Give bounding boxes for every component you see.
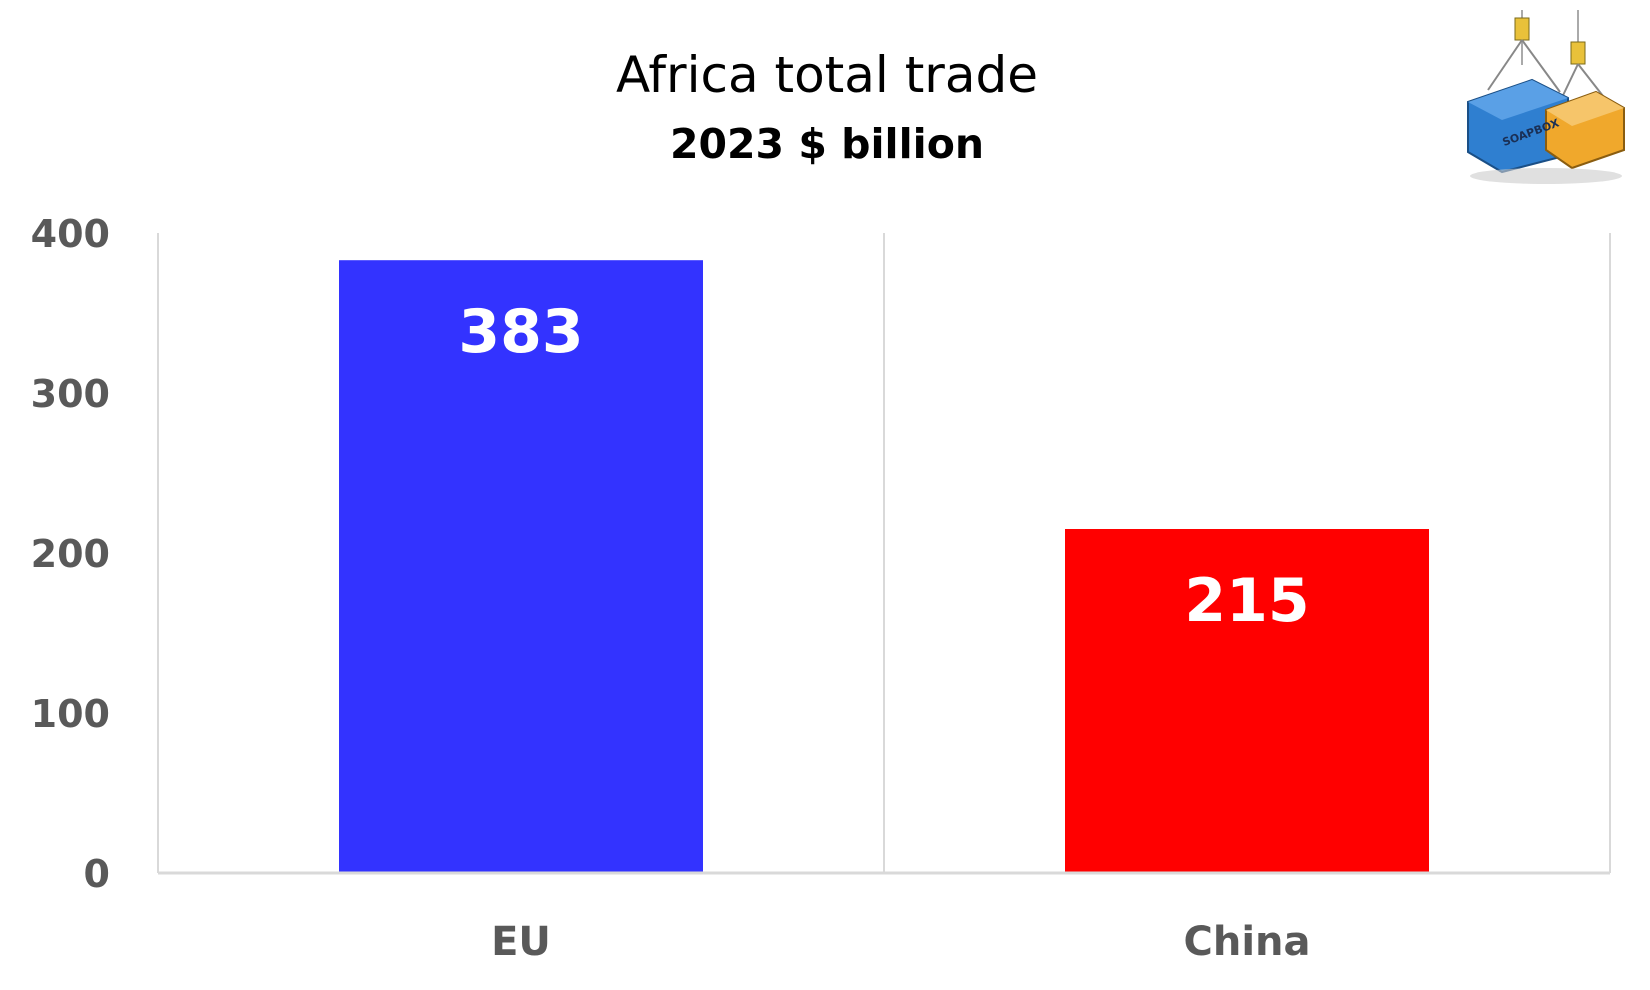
logo: SOAPBOX: [1467, 10, 1625, 184]
bar-eu: [339, 260, 703, 873]
chart-title: Africa total trade: [616, 46, 1038, 104]
data-label-china: 215: [1184, 566, 1309, 636]
y-tick-label-0: 0: [84, 852, 110, 896]
data-label-eu: 383: [458, 297, 583, 367]
bar-china: [1065, 529, 1429, 873]
chart-subtitle: 2023 $ billion: [670, 120, 984, 168]
category-label-china: China: [1183, 919, 1310, 965]
y-tick-label-100: 100: [31, 692, 110, 736]
y-tick-label-400: 400: [31, 212, 110, 256]
y-tick-label-300: 300: [31, 372, 110, 416]
category-label-eu: EU: [491, 919, 551, 965]
shipping-containers-icon: SOAPBOX: [1467, 10, 1625, 184]
y-tick-label-200: 200: [31, 532, 110, 576]
plot-area: 383 EU 215 China 0 100 200 300 400: [31, 212, 1611, 965]
